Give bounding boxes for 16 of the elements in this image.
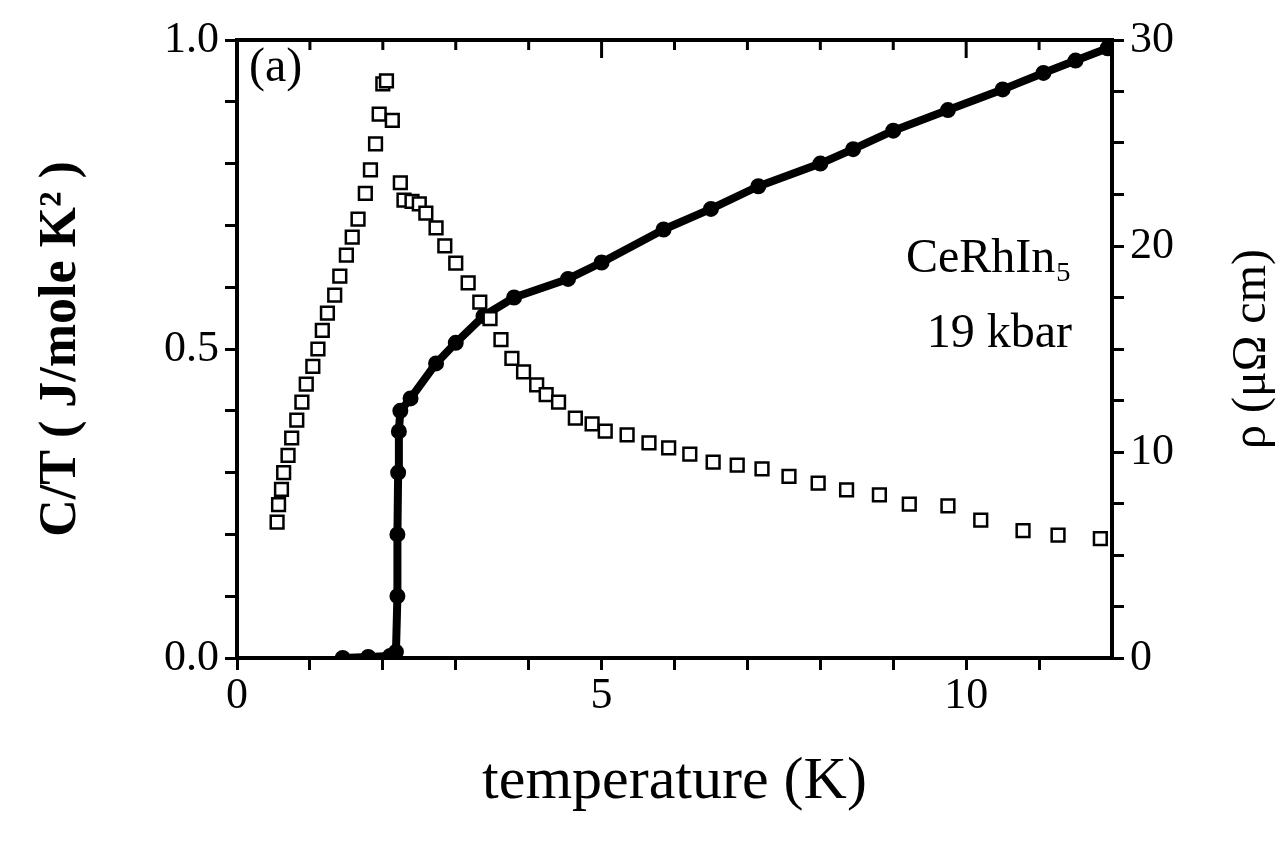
annotation: 19 kbar	[926, 303, 1073, 357]
x-tick-label: 10	[944, 668, 989, 718]
y2-tick-label: 0	[1130, 630, 1152, 680]
x-tick-label: 5	[590, 668, 613, 718]
x-tick-label: 0	[226, 668, 248, 718]
y-tick-label: 0.0	[164, 630, 219, 680]
y2-axis-title: ρ (μΩ cm)	[1221, 249, 1276, 449]
x-axis-title: temperature (K)	[482, 745, 867, 811]
annotation: CeRhIn₅	[905, 228, 1072, 282]
y-axis-title: C/T ( J/mole K² )	[29, 161, 88, 537]
annotation: (a)	[249, 37, 303, 92]
y2-tick-label: 30	[1130, 12, 1174, 62]
y2-tick-label: 10	[1130, 424, 1174, 474]
y-tick-label: 0.5	[164, 321, 219, 371]
y2-tick-label: 20	[1130, 218, 1174, 268]
y-tick-label: 1.0	[164, 12, 219, 62]
